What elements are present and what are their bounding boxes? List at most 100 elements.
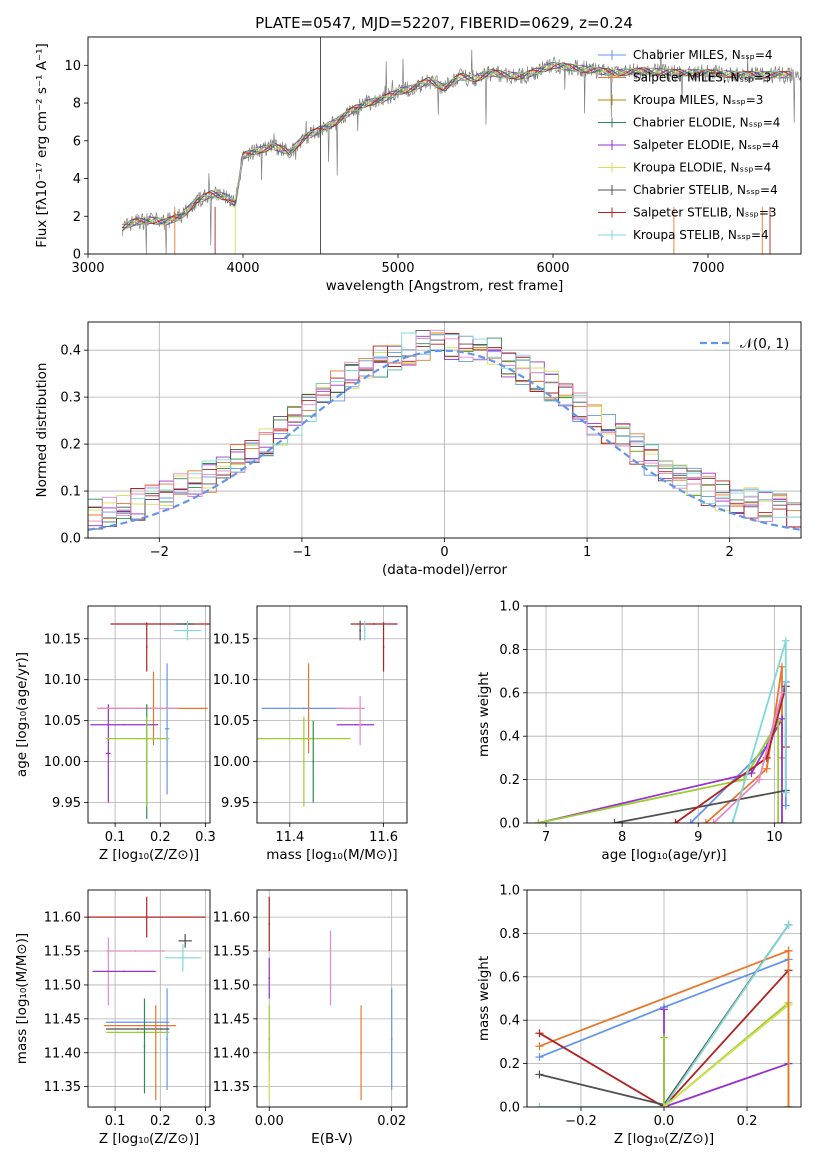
x-tick-label: 9	[694, 830, 702, 845]
legend-entry: Chabrier ELODIE, Nₛₛₚ=4	[633, 116, 780, 130]
y-tick-label: 9.95	[221, 796, 250, 811]
data-point	[136, 1028, 139, 1030]
y-axis-label: Flux [fλ10⁻¹⁷ erg cm⁻² s⁻¹ A⁻¹]	[34, 43, 50, 248]
x-axis-label: age [log₁₀(age/yr)]	[601, 847, 726, 863]
plot-content	[535, 920, 793, 1107]
panel-mass-vs-Z: 0.1 0.2 0.3 11.35 11.40 11.45 11.50 11.55 11.60 Z…	[14, 889, 216, 1147]
data-point	[154, 1051, 157, 1054]
data-point	[363, 629, 366, 632]
panel-residuals: −2 −1 0 1 2 0.0 0.1 0.2 0.3 0.4 (data-model)/error…	[34, 321, 802, 578]
y-tick-label: 11.40	[213, 1046, 250, 1061]
data-point	[359, 719, 362, 722]
x-tick-label: 0.1	[105, 830, 126, 845]
model-fit-8	[121, 62, 792, 226]
x-tick-label: −2	[150, 545, 169, 560]
y-tick-label: 11.40	[44, 1046, 81, 1061]
plot-content	[121, 37, 801, 254]
plot-area	[88, 890, 210, 1107]
plot-content	[88, 329, 801, 531]
x-tick-label: 10	[766, 830, 783, 845]
data-point	[166, 1038, 168, 1041]
y-tick-label: 0.4	[499, 1014, 520, 1029]
x-tick-label: 0.02	[377, 1114, 406, 1129]
weight-series-3	[538, 717, 780, 823]
plot-content	[268, 896, 393, 1101]
y-tick-label: 11.35	[213, 1080, 250, 1095]
axes: 0.1 0.2 0.3 9.95 10.00 10.05 10.10 10.15 Z [log₁…	[14, 605, 216, 863]
x-tick-label: −1	[292, 545, 311, 560]
axes: 3000 4000 5000 6000 7000 0 2 4 6 8 10 wavelength [A…	[34, 36, 802, 294]
y-tick-label: 11.55	[213, 945, 250, 960]
axes: 0.1 0.2 0.3 11.35 11.40 11.45 11.50 11.55 11.60 Z…	[14, 889, 216, 1147]
y-tick-label: 11.60	[213, 911, 250, 926]
axes: 0.00 0.02 11.35 11.40 11.45 11.50 11.55 11.60 E(…	[213, 889, 408, 1147]
panel-age-vs-Z: 0.1 0.2 0.3 9.95 10.00 10.05 10.10 10.15 Z [log₁…	[14, 605, 216, 863]
y-tick-label: 0.0	[499, 817, 520, 832]
axes-frame	[87, 889, 211, 1108]
data-point	[302, 707, 305, 710]
y-tick-label: 11.50	[44, 978, 81, 993]
data-point	[107, 752, 110, 755]
y-tick-label: 0.8	[499, 643, 520, 658]
y-tick-label: 11.45	[44, 1012, 81, 1027]
weight-series-1	[539, 949, 789, 1048]
x-axis-label: Z [log₁₀(Z/Z⊙)]	[99, 1131, 199, 1147]
axes-frame	[526, 889, 802, 1108]
data-point	[359, 629, 362, 632]
x-tick-label: 8	[618, 830, 626, 845]
panel-weight-vs-age: 7 8 9 10 0.0 0.2 0.4 0.6 0.8 1.0 age [log₁₀(age/yr…	[476, 600, 802, 863]
data-point	[136, 737, 139, 740]
y-axis-label: Normed distribution	[34, 363, 50, 498]
weight-series-1	[705, 666, 783, 823]
data-point	[354, 723, 357, 726]
data-point	[373, 623, 376, 625]
y-tick-label: 0.2	[60, 438, 81, 453]
axes-frame	[526, 605, 802, 824]
x-tick-label: 7000	[691, 261, 724, 276]
x-tick-label: 0	[440, 545, 448, 560]
legend-entry: Kroupa ELODIE, Nₛₛₚ=4	[633, 161, 771, 175]
axes: 7 8 9 10 0.0 0.2 0.4 0.6 0.8 1.0 age [log₁₀(age/yr…	[476, 600, 802, 863]
axes-frame	[87, 321, 802, 539]
data-point	[268, 1038, 271, 1041]
y-tick-label: 0.0	[499, 1101, 520, 1116]
panel-weight-vs-Z: −0.2 0.0 0.2 0.0 0.2 0.4 0.6 0.8 1.0 Z [log₁₀(Z/Z…	[476, 884, 802, 1147]
plot-content	[90, 620, 210, 819]
legend-entry: Kroupa MILES, Nₛₛₚ=3	[633, 93, 763, 107]
data-point	[159, 623, 162, 625]
data-point	[145, 760, 148, 763]
data-point	[145, 916, 148, 919]
plot-area	[257, 890, 407, 1107]
y-axis-label: age [log₁₀(age/yr)]	[14, 652, 30, 777]
y-tick-label: 0	[73, 248, 81, 263]
residual-histogram-8	[88, 329, 801, 522]
y-tick-label: 11.45	[213, 1012, 250, 1027]
data-point	[390, 1038, 393, 1041]
x-tick-label: 5000	[381, 261, 414, 276]
data-point	[360, 1051, 362, 1054]
data-point	[123, 970, 126, 973]
legend-entry: Salpeter MILES, Nₛₛₚ=3	[633, 71, 771, 85]
legend-entry: Salpeter ELODIE, Nₛₛₚ=4	[633, 138, 779, 152]
y-tick-label: 8	[73, 97, 81, 112]
x-tick-label: 0.00	[255, 1114, 284, 1129]
data-point	[186, 629, 189, 632]
y-tick-label: 0.1	[60, 485, 81, 500]
data-point	[123, 723, 126, 726]
x-tick-label: 0.2	[150, 1114, 171, 1129]
y-tick-label: 11.60	[44, 911, 81, 926]
data-point	[302, 760, 305, 763]
x-tick-label: 2	[726, 545, 734, 560]
data-point	[312, 760, 315, 763]
data-point	[134, 950, 137, 952]
data-point	[268, 923, 271, 925]
weight-series-2	[539, 969, 790, 1107]
weight-series-7	[663, 1004, 790, 1107]
y-tick-label: 10.05	[44, 714, 81, 729]
y-tick-label: 10.00	[44, 755, 81, 770]
data-point	[382, 646, 385, 648]
data-point	[136, 707, 139, 710]
axes: −0.2 0.0 0.2 0.0 0.2 0.4 0.6 0.8 1.0 Z [log₁₀(Z/Z…	[476, 884, 802, 1147]
x-tick-label: 4000	[226, 261, 259, 276]
y-tick-label: 1.0	[499, 884, 520, 899]
